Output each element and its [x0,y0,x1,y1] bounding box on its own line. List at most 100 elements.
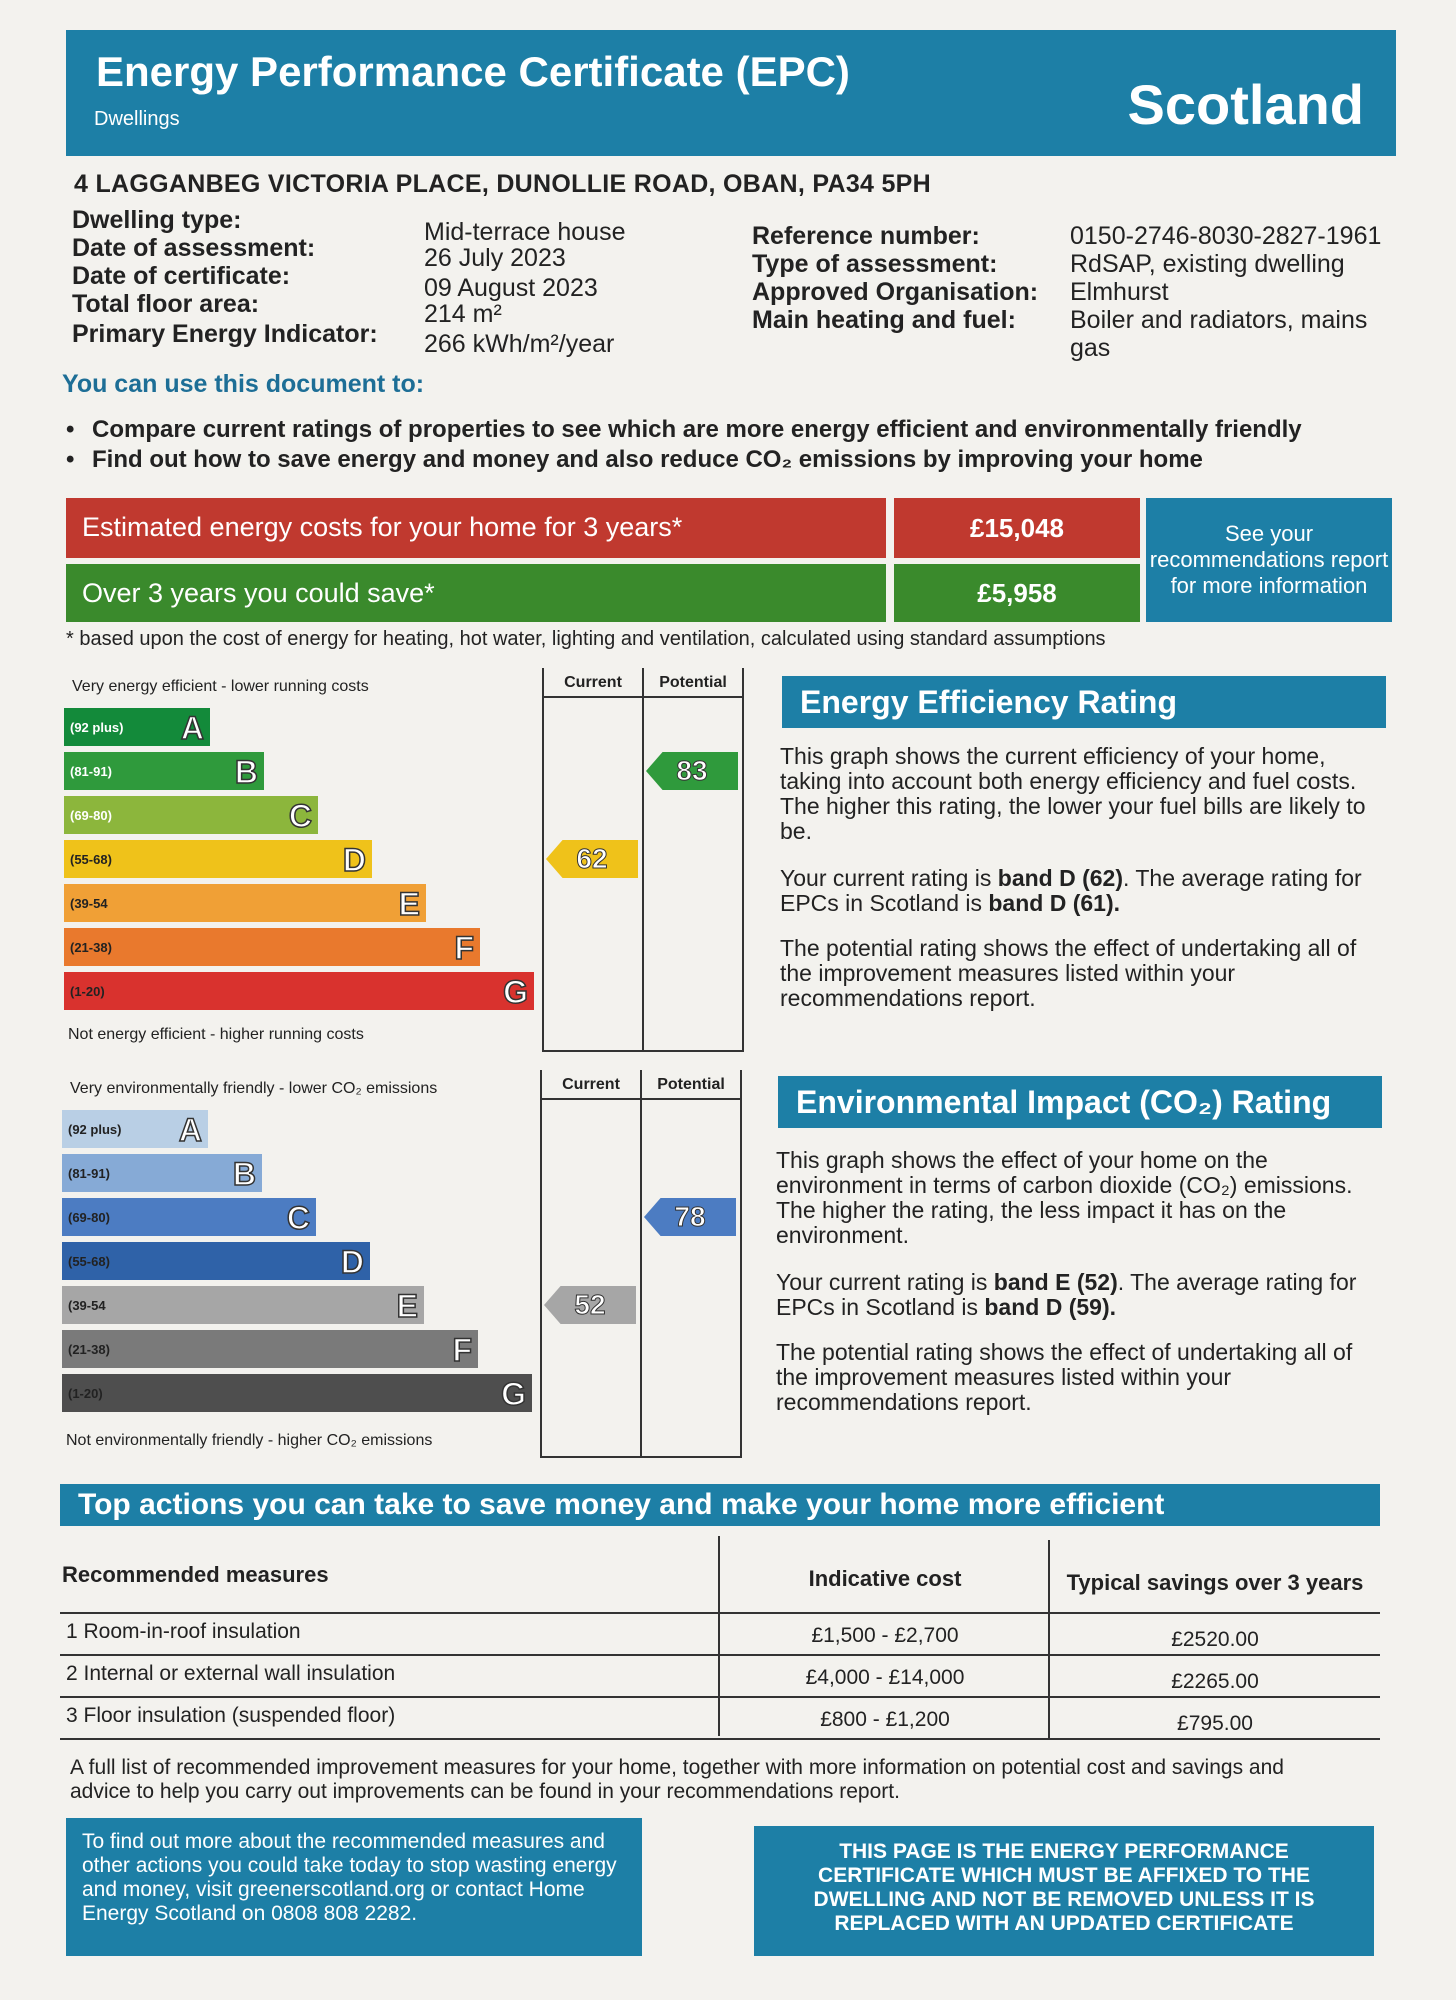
band-range: (81-91) [68,1166,110,1181]
table-cell: £1,500 - £2,700 [811,1624,959,1647]
table-cell: £4,000 - £14,000 [805,1666,965,1689]
column-header-current: Current [564,674,622,691]
table-divider [1048,1540,1050,1740]
heating-fuel-value-line2: gas [1070,334,1111,362]
col-header-cost: Indicative cost [808,1566,962,1591]
table-cell: 3 Floor insulation (suspended floor) [66,1704,396,1727]
potential-rating-arrow: 78 [644,1198,736,1236]
dwelling-type-value: Mid-terrace house [424,218,626,246]
table-cell: 1 Room-in-roof insulation [66,1620,301,1643]
chart-bottom-note: Not energy efficient - higher running co… [68,1026,364,1043]
table-cell: £795.00 [1177,1712,1253,1735]
energy-para-3: The potential rating shows the effect of… [780,935,1357,1011]
energy-para-1: This graph shows the current efficiency … [780,743,1366,844]
recommendations-note: A full list of recommended improvement m… [70,1756,1284,1803]
band-d-bar: (55-68) D [62,1242,370,1281]
assessment-date-value: 26 July 2023 [424,244,566,272]
band-range: (21-38) [70,940,112,955]
env-para-2: Your current rating is band E (52). The … [776,1269,1357,1320]
savings-label: Over 3 years you could save* [82,578,435,608]
table-divider [60,1654,1380,1656]
chart-top-note: Very environmentally friendly - lower CO… [70,1080,438,1097]
see-report-box: See your recommendations report for more… [1146,498,1392,622]
column-header-current: Current [562,1076,620,1093]
column-header-potential: Potential [657,1076,725,1093]
header-banner: Energy Performance Certificate (EPC) Dwe… [66,30,1396,156]
band-range: (21-38) [68,1342,110,1357]
band-b-bar: (81-91) B [64,752,264,791]
assessment-type-value: RdSAP, existing dwelling [1070,250,1345,278]
band-letter: E [398,885,421,923]
chart-divider [640,1070,642,1456]
savings-row: Over 3 years you could save* [66,564,886,622]
floor-area-label: Total floor area: [72,290,260,318]
col-header-measures: Recommended measures [62,1562,329,1587]
band-b-bar: (81-91) B [62,1154,262,1193]
chart-divider [542,1050,744,1052]
estimated-cost-label: Estimated energy costs for your home for… [82,512,683,542]
energy-rating-title: Energy Efficiency Rating [782,676,1386,728]
approved-org-label: Approved Organisation: [752,278,1039,306]
chart-divider [642,668,644,1050]
band-range: (1-20) [68,1386,103,1401]
band-c-bar: (69-80) C [62,1198,316,1237]
band-letter: D [340,1243,365,1281]
current-rating-arrow: 62 [546,840,638,878]
environmental-impact-chart: Current Potential Very environmentally fri… [60,1070,750,1458]
table-divider [718,1536,720,1736]
assessment-date-label: Date of assessment: [72,234,316,262]
use-heading: You can use this document to: [62,370,425,398]
band-letter: F [454,929,475,967]
chart-divider [540,1456,742,1458]
column-header-potential: Potential [659,674,727,691]
bullet-icon: • [66,416,75,443]
env-para-3: The potential rating shows the effect of… [776,1339,1353,1415]
band-letter: B [234,753,259,791]
band-letter: B [232,1155,257,1193]
band-f-bar: (21-38) F [62,1330,478,1369]
band-g-bar: (1-20) G [62,1374,532,1413]
band-letter: A [178,1111,203,1149]
reference-number-value: 0150-2746-8030-2827-1961 [1070,222,1382,250]
current-rating-arrow: 52 [544,1286,636,1324]
band-range: (39-54 [68,1298,106,1313]
band-range: (55-68) [70,852,112,867]
chart-top-note: Very energy efficient - lower running co… [72,678,369,695]
energy-para-2: Your current rating is band D (62). The … [780,865,1362,916]
band-letter: E [396,1287,419,1325]
certificate-date-label: Date of certificate: [72,262,291,290]
band-range: (92 plus) [70,720,124,735]
band-letter: C [288,797,313,835]
floor-area-value: 214 m² [424,300,502,328]
band-e-bar: (39-54 E [62,1286,424,1325]
band-letter: D [342,841,367,879]
band-range: (39-54 [70,896,108,911]
band-range: (1-20) [70,984,105,999]
reference-number-label: Reference number: [752,222,980,250]
heating-fuel-value: Boiler and radiators, mains [1070,306,1368,334]
band-a-bar: (92 plus) A [62,1110,208,1149]
property-address: 4 LAGGANBEG VICTORIA PLACE, DUNOLLIE ROA… [74,170,932,198]
dwelling-type-label: Dwelling type: [72,206,242,234]
chart-divider [542,696,744,698]
col-header-savings: Typical savings over 3 years [1066,1570,1364,1595]
more-info-box: To find out more about the recommended m… [66,1818,642,1956]
table-divider [60,1738,1380,1740]
approved-org-value: Elmhurst [1070,278,1169,306]
band-letter: G [500,1375,526,1413]
band-range: (69-80) [70,808,112,823]
table-cell: £2265.00 [1171,1670,1259,1693]
table-divider [60,1612,1380,1614]
bullet-icon: • [66,446,75,473]
environmental-rating-title: Environmental Impact (CO₂) Rating [778,1076,1382,1128]
band-c-bar: (69-80) C [64,796,318,835]
band-g-bar: (1-20) G [64,972,534,1011]
savings-value: £5,958 [894,564,1140,622]
band-d-bar: (55-68) D [64,840,372,879]
table-cell: 2 Internal or external wall insulation [66,1662,396,1685]
band-a-bar: (92 plus) A [64,708,210,747]
chart-divider [740,1070,742,1456]
certificate-date-value: 09 August 2023 [424,274,598,302]
energy-efficiency-chart: Current Potential Very energy efficient - … [62,668,752,1052]
affix-notice-box: THIS PAGE IS THE ENERGY PERFORMANCE CERT… [754,1826,1374,1956]
